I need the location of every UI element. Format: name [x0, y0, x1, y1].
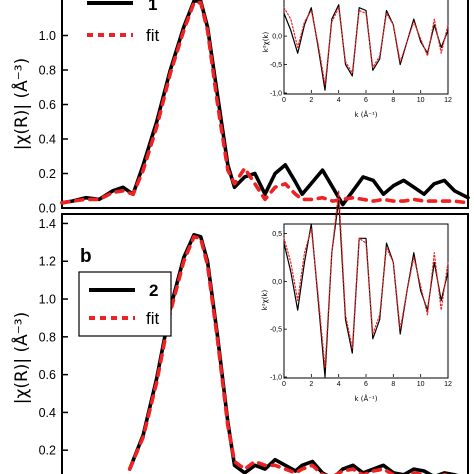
- panel-a-y-ticks: 0.0 0.2 0.4 0.6 0.8 1.0: [39, 29, 68, 216]
- inset-x-tick-label: 0: [282, 381, 286, 388]
- panel-a: 0.0 0.2 0.4 0.6 0.8 1.0 |χ(R)| (Å⁻³) 1 fit 0 2…: [10, 0, 470, 216]
- y-tick-label: 0.4: [39, 406, 56, 420]
- y-tick-label: 1.0: [39, 29, 56, 43]
- y-tick-label: 0.6: [39, 98, 56, 112]
- legend-label-fit: fit: [146, 309, 160, 328]
- inset-b-y-label: k²χ(k): [261, 290, 269, 311]
- inset-x-tick-label: 2: [309, 381, 313, 388]
- inset-x-tick-label: 2: [309, 97, 313, 104]
- inset-x-tick-label: 0: [282, 97, 286, 104]
- y-tick-label: 1.2: [39, 255, 56, 269]
- inset-x-tick-label: 4: [337, 381, 341, 388]
- panel-a-series: [60, 0, 470, 207]
- inset-x-tick-label: 6: [364, 97, 368, 104]
- inset-x-tick-label: 8: [391, 97, 395, 104]
- inset-y-tick-label: -1,0: [270, 91, 282, 98]
- legend-box-b: [78, 271, 172, 337]
- pB-series-fit-line: [127, 234, 450, 474]
- inset-a-ticks: 0 2 4 6 8 10 12 -1,0 -0,5 0,0: [270, 34, 452, 104]
- y-tick-label: 0.6: [39, 368, 56, 382]
- inset-x-tick-label: 6: [364, 381, 368, 388]
- pA-inset-series-fit-line: [283, 7, 449, 86]
- y-tick-label: 0.2: [39, 167, 56, 181]
- panel-b-y-ticks: 0.2 0.4 0.6 0.8 1.0 1.2 1.4: [39, 217, 68, 458]
- y-tick-label: 0.4: [39, 133, 56, 147]
- y-tick-label: 1.0: [39, 293, 56, 307]
- pA-inset-series-data-line: [283, 4, 449, 91]
- inset-y-tick-label: 0,0: [272, 34, 282, 41]
- inset-x-tick-label: 8: [391, 381, 395, 388]
- inset-y-tick-label: 0,0: [272, 279, 282, 286]
- panel-a-legend: 1 fit: [87, 0, 160, 45]
- panel-b-frame: [61, 213, 469, 474]
- pA-series-fit-line: [60, 0, 470, 205]
- panel-b-label: b: [80, 246, 92, 267]
- inset-x-tick-label: 10: [417, 381, 425, 388]
- inset-x-tick-label: 10: [417, 97, 425, 104]
- inset-b-series: [283, 189, 449, 378]
- panel-b-series: [127, 233, 459, 474]
- inset-a-series: [283, 4, 449, 91]
- pB-inset-series-data-line: [283, 199, 449, 378]
- inset-x-tick-label: 12: [444, 97, 452, 104]
- panel-a-y-label: |χ(R)| (Å⁻³): [10, 58, 32, 150]
- inset-y-tick-label: -1,0: [270, 375, 282, 382]
- inset-b-ticks: 0 2 4 6 8 10 12 -1,0 -0,5 0,0 0,5: [270, 231, 452, 388]
- inset-b-x-label: k (Å⁻¹): [354, 394, 377, 403]
- panel-a-inset: 0 2 4 6 8 10 12 -1,0 -0,5 0,0 k²χ(k) k (Å⁻¹): [262, 0, 452, 119]
- inset-x-tick-label: 4: [337, 97, 341, 104]
- inset-b-frame: [283, 223, 449, 379]
- y-tick-label: 0.0: [39, 202, 56, 216]
- legend-label-data: 2: [149, 281, 158, 300]
- panel-b-legend: 2 fit: [78, 271, 172, 337]
- inset-y-tick-label: -0,5: [270, 327, 282, 334]
- y-tick-label: 0.8: [39, 64, 56, 78]
- pB-series-2-line: [127, 233, 459, 474]
- y-tick-label: 1.4: [39, 217, 56, 231]
- y-tick-label: 0.8: [39, 330, 56, 344]
- panel-b-y-label: |χ(R)| (Å⁻³): [10, 312, 32, 404]
- panel-b: b 0.2 0.4 0.6 0.8 1.0 1.2 1.4 |χ(R)| (Å⁻³) 2 f…: [10, 189, 469, 474]
- legend-label-data: 1: [148, 0, 157, 14]
- pB-inset-series-fit-line: [283, 189, 449, 368]
- inset-y-tick-label: -0,5: [270, 62, 282, 69]
- panel-a-frame: [61, 0, 469, 209]
- inset-y-tick-label: 0,5: [272, 231, 282, 238]
- panel-b-inset: 0 2 4 6 8 10 12 -1,0 -0,5 0,0 0,5 k²χ(k) k (Å⁻¹): [261, 189, 452, 403]
- inset-a-y-label: k²χ(k): [262, 32, 270, 53]
- inset-a-x-label: k (Å⁻¹): [354, 110, 377, 119]
- legend-label-fit: fit: [146, 26, 160, 45]
- y-tick-label: 0.2: [39, 444, 56, 458]
- inset-x-tick-label: 12: [444, 381, 452, 388]
